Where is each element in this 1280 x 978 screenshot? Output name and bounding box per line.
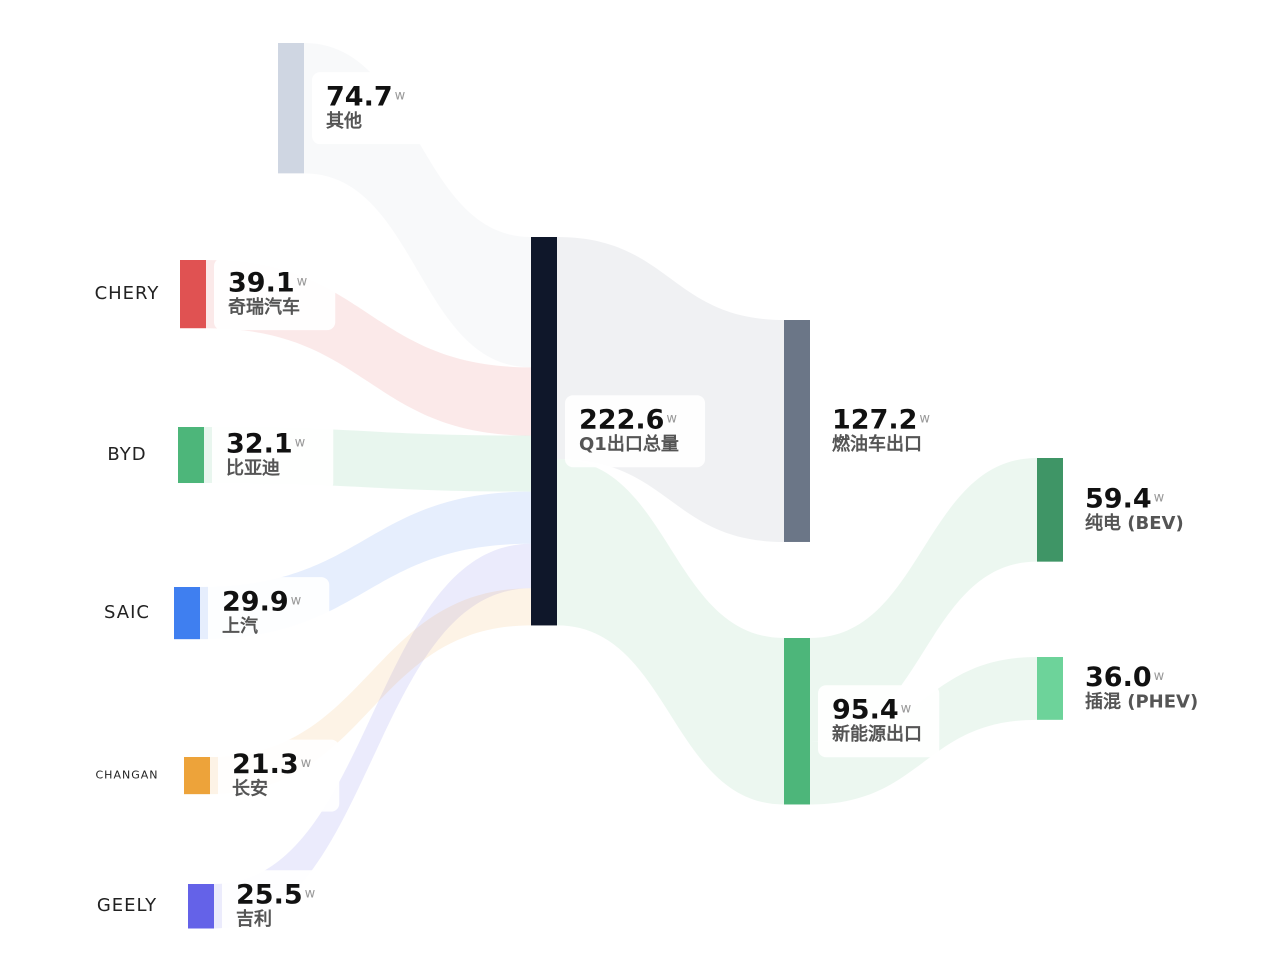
node-name: 上汽 [222,615,258,637]
node [174,587,200,640]
node-value: 95.4 [832,695,899,726]
node [184,757,210,795]
node [278,43,304,174]
label-box [214,258,336,331]
brand-logo: CHANGAN [96,769,159,782]
node-name: Q1出口总量 [579,433,679,455]
node-value: 36.0 [1085,662,1152,693]
node-value: 222.6 [579,405,664,436]
node-value: 59.4 [1085,483,1152,514]
node-name: 长安 [232,778,268,800]
link [214,543,531,929]
node [784,320,810,542]
label-box [312,72,434,145]
label-box [222,870,344,943]
unit: w [666,412,677,427]
unit: w [1154,490,1165,505]
node-name: 纯电 (BEV) [1085,512,1184,534]
node-name: 新能源出口 [832,723,922,745]
label-box [208,577,330,650]
node-value: 39.1 [228,268,295,299]
node-value: 127.2 [832,404,917,435]
unit: w [291,594,302,609]
label-box [818,394,959,467]
unit: w [295,436,306,451]
brand-logo: SAIC [104,602,150,623]
brand-logo: CHERY [95,283,160,304]
node [531,237,557,626]
label-box [1071,652,1211,725]
node-value: 21.3 [232,749,299,780]
node-value: 25.5 [236,880,303,911]
node [188,884,214,929]
unit: w [297,275,308,290]
node-value: 74.7 [326,82,393,113]
label-box [818,685,940,758]
unit: w [305,887,316,902]
node-name: 奇瑞汽车 [228,296,300,318]
label-box [212,419,334,492]
node [1037,657,1063,720]
unit: w [901,702,912,717]
unit: w [301,756,312,771]
brand-logo: GEELY [97,895,157,916]
node-name: 燃油车出口 [832,433,922,455]
unit: w [395,89,406,104]
node [180,260,206,329]
link [810,458,1037,742]
node-name: 插混 (PHEV) [1085,690,1198,712]
node-value: 32.1 [226,429,293,460]
node-name: 比亚迪 [226,458,280,479]
link [557,458,784,805]
node-value: 29.9 [222,587,289,618]
label-box [218,739,340,812]
node [784,638,810,805]
label-box [1071,473,1196,546]
unit: w [1154,669,1165,684]
label-box [565,395,706,468]
node [178,427,204,484]
node-name: 吉利 [236,908,272,930]
node [1037,458,1063,562]
unit: w [919,411,930,426]
brand-logo: BYD [107,444,146,465]
node-name: 其他 [326,110,362,132]
